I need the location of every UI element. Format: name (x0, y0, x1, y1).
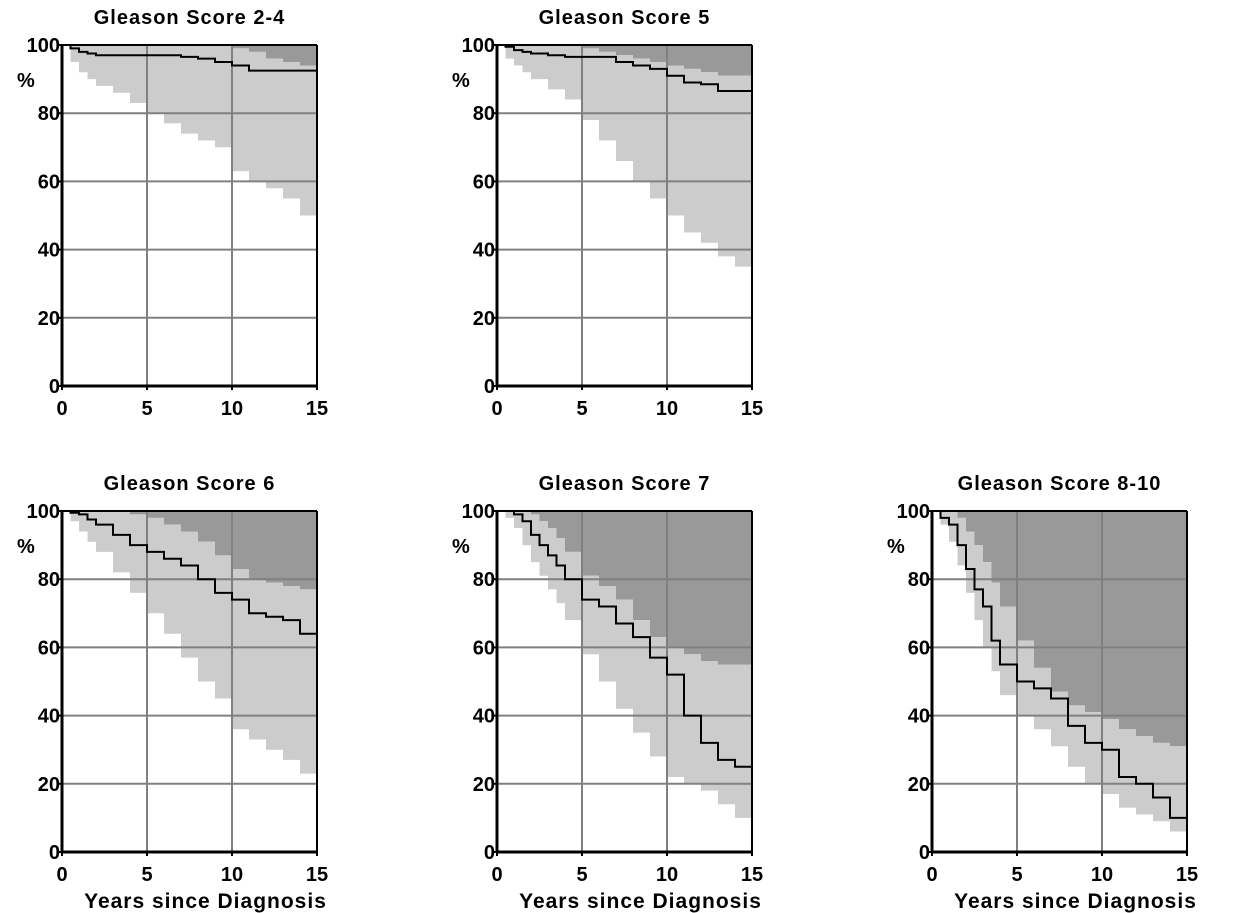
y-tick-label: 80 (38, 569, 60, 591)
y-tick-label: 60 (38, 637, 60, 659)
confidence-band-area (62, 45, 317, 233)
x-axis-label: Years since Diagnosis (519, 890, 762, 913)
x-tick-label: 15 (306, 398, 328, 420)
x-tick-label: 10 (1091, 864, 1113, 886)
y-tick-label: 20 (38, 774, 60, 796)
y-tick-label: 20 (908, 774, 930, 796)
y-tick-label: 40 (473, 240, 495, 262)
y-tick-label: 80 (473, 569, 495, 591)
chart-panel: 0 20 40 60 80 100% 0 5 10 15 Gleason Score 7 Years … (452, 473, 763, 913)
upper-band-area (62, 45, 317, 66)
y-tick-label: 0 (49, 842, 60, 864)
y-tick-label: 20 (38, 308, 60, 330)
x-tick-label: 10 (656, 398, 678, 420)
chart-title: Gleason Score 7 (539, 473, 711, 495)
upper-band-area (497, 511, 752, 665)
x-tick-label: 15 (741, 864, 763, 886)
y-tick-label: 60 (473, 637, 495, 659)
y-tick-label: 60 (908, 637, 930, 659)
y-tick-label: 40 (908, 706, 930, 728)
chart-panel: 0 20 40 60 80 100% 0 5 10 15 Gleason Score 5 (452, 7, 763, 420)
y-tick-label: 100 (897, 501, 930, 523)
survival-curve (62, 510, 318, 662)
y-tick-label: 100 (462, 35, 495, 57)
chart-title: Gleason Score 8-10 (958, 473, 1162, 495)
x-tick-label: 0 (491, 864, 502, 886)
y-unit-label: % (17, 536, 35, 558)
survival-curve (497, 510, 753, 771)
x-tick-label: 15 (1176, 864, 1198, 886)
upper-band-area (932, 511, 1187, 747)
x-tick-label: 10 (656, 864, 678, 886)
x-axis-label: Years since Diagnosis (954, 890, 1197, 913)
x-tick-label: 0 (56, 398, 67, 420)
survival-curve (62, 44, 318, 73)
y-tick-label: 60 (473, 171, 495, 193)
y-tick-label: 100 (27, 501, 60, 523)
y-tick-label: 40 (38, 706, 60, 728)
confidence-band-area (932, 511, 1187, 835)
x-tick-label: 5 (1011, 864, 1022, 886)
confidence-band-area (497, 45, 752, 274)
x-tick-label: 5 (141, 864, 152, 886)
y-tick-label: 0 (49, 376, 60, 398)
y-tick-label: 20 (473, 774, 495, 796)
x-tick-label: 0 (491, 398, 502, 420)
x-tick-label: 5 (576, 864, 587, 886)
y-tick-label: 20 (473, 308, 495, 330)
survival-curve (932, 510, 1188, 829)
chart-panel: 0 20 40 60 80 100% 0 5 10 15 Gleason Score 8-10 Yea… (887, 473, 1198, 913)
y-tick-label: 60 (38, 171, 60, 193)
y-tick-label: 0 (919, 842, 930, 864)
chart-title: Gleason Score 6 (104, 473, 276, 495)
x-tick-label: 15 (306, 864, 328, 886)
chart-panel: 0 20 40 60 80 100% 0 5 10 15 Gleason Score 6 Years … (17, 473, 328, 913)
survival-curve (497, 44, 752, 93)
upper-band-area (62, 511, 317, 597)
x-tick-label: 5 (576, 398, 587, 420)
y-tick-label: 40 (38, 240, 60, 262)
confidence-band-area (497, 511, 752, 822)
y-tick-label: 80 (38, 103, 60, 125)
y-tick-label: 100 (27, 35, 60, 57)
y-tick-label: 80 (473, 103, 495, 125)
y-unit-label: % (452, 536, 470, 558)
x-axis-label: Years since Diagnosis (84, 890, 327, 913)
chart-title: Gleason Score 5 (539, 7, 711, 29)
x-tick-label: 5 (141, 398, 152, 420)
y-tick-label: 100 (462, 501, 495, 523)
chart-title: Gleason Score 2-4 (94, 7, 286, 29)
y-tick-label: 0 (484, 842, 495, 864)
y-unit-label: % (452, 70, 470, 92)
y-tick-label: 0 (484, 376, 495, 398)
y-unit-label: % (17, 70, 35, 92)
x-tick-label: 10 (221, 398, 243, 420)
y-tick-label: 40 (473, 706, 495, 728)
y-tick-label: 80 (908, 569, 930, 591)
x-tick-label: 0 (56, 864, 67, 886)
x-tick-label: 10 (221, 864, 243, 886)
upper-band-area (497, 45, 752, 76)
y-unit-label: % (887, 536, 905, 558)
x-tick-label: 15 (741, 398, 763, 420)
x-tick-label: 0 (926, 864, 937, 886)
chart-panel: 0 20 40 60 80 100% 0 5 10 15 Gleason Score 2-4 (17, 7, 328, 420)
